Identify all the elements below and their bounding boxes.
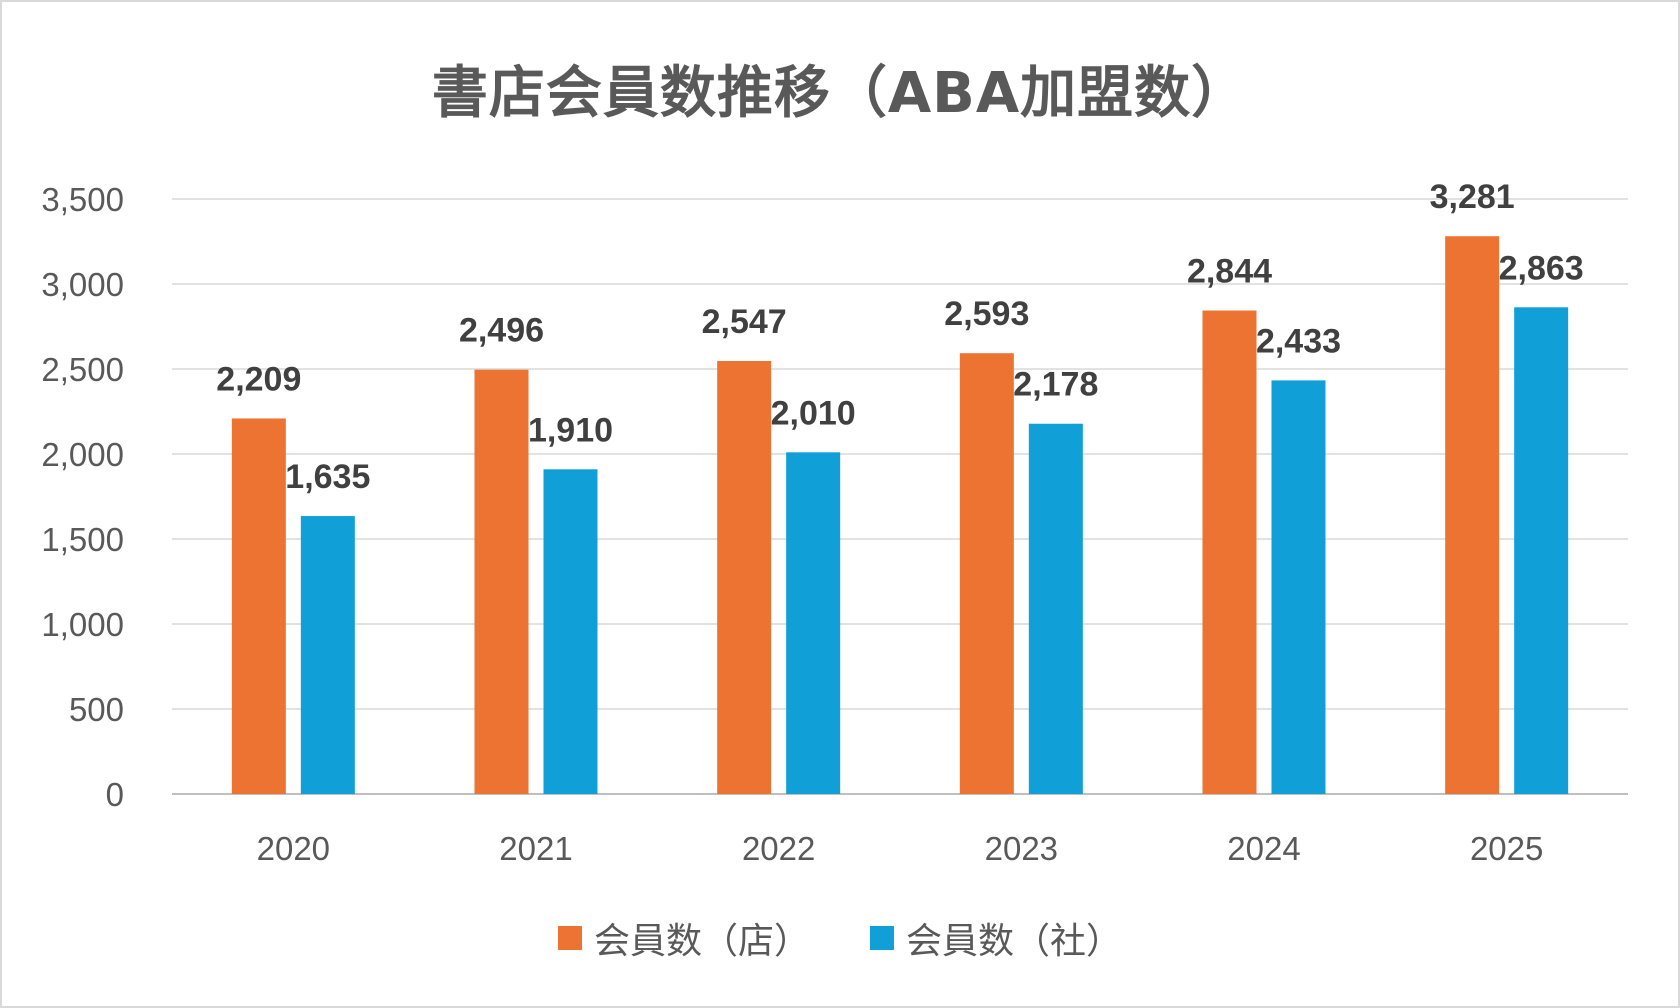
- bars: [231, 236, 1569, 795]
- y-tick-label: 1,500: [41, 521, 124, 558]
- bar-series-1-2022: [717, 361, 772, 794]
- bar-series-1-2024: [1202, 310, 1257, 794]
- y-tick-label: 2,500: [41, 351, 124, 388]
- legend-item-series-2: 会員数（社）: [870, 912, 1122, 964]
- chart-title: 書店会員数推移（ABA加盟数）: [431, 61, 1249, 126]
- data-label-series-2-2023: 2,178: [1013, 366, 1098, 404]
- data-label-series-2-2021: 1,910: [528, 411, 613, 449]
- bar-series-2-2021: [543, 469, 598, 794]
- bar-series-1-2021: [474, 369, 529, 794]
- x-tick-label: 2025: [1470, 830, 1543, 867]
- data-label-series-2-2025: 2,863: [1499, 249, 1584, 287]
- y-tick-label: 3,000: [41, 266, 124, 303]
- x-tick-label: 2022: [742, 830, 815, 867]
- data-label-series-2-2022: 2,010: [771, 394, 856, 432]
- data-label-series-1-2025: 3,281: [1430, 178, 1515, 216]
- y-tick-label: 3,500: [41, 181, 124, 218]
- x-tick-label: 2021: [499, 830, 572, 867]
- gridlines: [172, 198, 1628, 795]
- bar-series-2-2020: [300, 516, 355, 794]
- legend: 会員数（店） 会員数（社）: [0, 912, 1680, 964]
- data-label-series-1-2021: 2,496: [459, 312, 544, 350]
- y-tick-label: 1,000: [41, 606, 124, 643]
- data-label-series-1-2020: 2,209: [216, 360, 301, 398]
- data-label-series-1-2024: 2,844: [1187, 253, 1272, 291]
- bar-series-1-2020: [231, 418, 286, 794]
- legend-swatch-series-2: [870, 926, 894, 950]
- x-tick-label: 2023: [985, 830, 1058, 867]
- legend-label-series-1: 会員数（店）: [593, 921, 810, 962]
- bar-series-2-2023: [1028, 423, 1083, 794]
- y-tick-label: 500: [69, 691, 124, 728]
- data-label-series-2-2020: 1,635: [285, 458, 370, 496]
- y-tick-label: 0: [106, 776, 124, 813]
- y-tick-label: 2,000: [41, 436, 124, 473]
- x-axis-ticks: 2020 2021 2022 2023 2024 2025: [257, 830, 1544, 867]
- x-tick-label: 2024: [1227, 830, 1300, 867]
- data-label-series-1-2023: 2,593: [944, 295, 1029, 333]
- bar-series-2-2024: [1271, 380, 1326, 794]
- bar-series-2-2025: [1514, 307, 1569, 794]
- legend-item-series-1: 会員数（店）: [557, 912, 810, 964]
- x-tick-label: 2020: [257, 830, 330, 867]
- legend-swatch-series-1: [557, 926, 582, 950]
- legend-label-series-2: 会員数（社）: [906, 921, 1123, 962]
- bar-series-1-2025: [1445, 236, 1500, 795]
- y-axis-ticks: 0 500 1,000 1,500 2,000 2,500 3,000 3,500: [41, 181, 124, 813]
- data-label-series-2-2024: 2,433: [1256, 322, 1341, 360]
- data-labels: 2,209 1,635 2,496 1,910 2,547 2,010 2,593 2,178…: [216, 178, 1583, 496]
- bar-series-2-2022: [786, 452, 841, 794]
- bar-series-1-2023: [959, 353, 1014, 794]
- data-label-series-1-2022: 2,547: [702, 303, 787, 341]
